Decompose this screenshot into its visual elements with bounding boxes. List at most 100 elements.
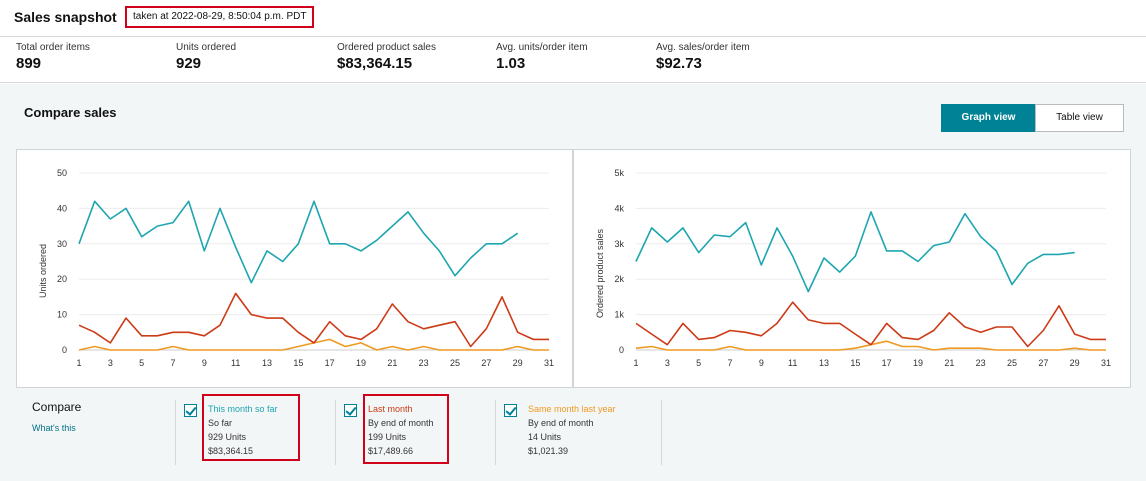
x-tick-label: 23 xyxy=(976,358,986,368)
metric-value: 899 xyxy=(16,55,42,72)
y-tick-label: 30 xyxy=(57,239,67,249)
y-tick-label: 50 xyxy=(57,168,67,178)
legend-units: 929 Units xyxy=(208,432,247,442)
x-tick-label: 11 xyxy=(231,358,240,368)
x-tick-label: 7 xyxy=(727,358,732,368)
x-tick-label: 13 xyxy=(262,358,272,368)
legend-series-name: Last month xyxy=(368,404,413,414)
legend-line: By end of month xyxy=(368,418,434,428)
series-line xyxy=(635,211,1075,293)
legend-units: 199 Units xyxy=(368,432,407,442)
series-line xyxy=(635,340,1106,351)
x-tick-label: 17 xyxy=(882,358,892,368)
x-tick-label: 3 xyxy=(665,358,670,368)
legend-divider xyxy=(175,400,176,465)
x-tick-label: 19 xyxy=(913,358,923,368)
legend-sales: $1,021.39 xyxy=(528,446,569,456)
x-tick-label: 3 xyxy=(108,358,113,368)
series-line xyxy=(78,200,519,284)
x-tick-label: 9 xyxy=(759,358,764,368)
y-tick-label: 40 xyxy=(57,203,67,213)
y-tick-label: 0 xyxy=(619,345,624,355)
y-tick-label: 1k xyxy=(614,310,624,320)
metric-avg-sales: Avg. sales/order item $92.73 xyxy=(656,42,750,74)
metric-value: 929 xyxy=(176,55,202,72)
legend-sales: $83,364.15 xyxy=(208,446,254,456)
x-tick-label: 25 xyxy=(450,358,460,368)
x-tick-label: 9 xyxy=(202,358,207,368)
legend-series-name: Same month last year xyxy=(528,404,616,414)
legend-line: So far xyxy=(208,418,233,428)
x-tick-label: 31 xyxy=(544,358,554,368)
page-title: Sales snapshot xyxy=(14,9,117,25)
y-axis-title: Units ordered xyxy=(38,243,48,298)
x-tick-label: 5 xyxy=(696,358,701,368)
same-month-checkbox[interactable] xyxy=(504,404,517,417)
legend-text: This month so far So far 929 Units $83,3… xyxy=(208,402,278,458)
x-tick-label: 19 xyxy=(356,358,366,368)
sales-chart-box: 0 1k 2k 3k 4k 5k 1 3 5 7 9 11 13 15 17 19 21 23 25 27 29 31 O… xyxy=(573,149,1131,388)
highlight-box xyxy=(202,394,300,461)
y-tick-label: 20 xyxy=(57,274,67,284)
whats-this-link[interactable]: What's this xyxy=(32,423,76,433)
metric-total-order-items: Total order items 899 xyxy=(16,42,90,74)
y-tick-label: 5k xyxy=(614,168,624,178)
metric-label: Units ordered xyxy=(176,42,237,53)
x-tick-label: 1 xyxy=(76,358,81,368)
metric-label: Avg. sales/order item xyxy=(656,42,750,53)
metric-units-ordered: Units ordered 929 xyxy=(176,42,236,74)
x-tick-label: 15 xyxy=(293,358,303,368)
metric-label: Avg. units/order item xyxy=(496,42,588,53)
table-view-button[interactable]: Table view xyxy=(1035,104,1124,132)
compare-sales-title: Compare sales xyxy=(24,105,117,120)
x-tick-label: 25 xyxy=(1007,358,1017,368)
x-tick-label: 31 xyxy=(1101,358,1111,368)
x-tick-label: 7 xyxy=(170,358,175,368)
series-line xyxy=(635,301,1106,348)
x-tick-label: 27 xyxy=(481,358,491,368)
units-chart-box: 0 10 20 30 40 50 1 3 5 7 9 11 13 15 17 19 21 23 25 27 29 31 U… xyxy=(16,149,573,388)
y-tick-label: 3k xyxy=(614,239,624,249)
this-month-checkbox[interactable] xyxy=(184,404,197,417)
legend-divider xyxy=(661,400,662,465)
metric-label: Total order items xyxy=(16,42,90,53)
metrics-row: Total order items 899 Units ordered 929 … xyxy=(0,37,1146,83)
metric-avg-units: Avg. units/order item 1.03 xyxy=(496,42,588,74)
last-month-checkbox[interactable] xyxy=(344,404,357,417)
x-tick-label: 11 xyxy=(788,358,797,368)
x-tick-label: 1 xyxy=(633,358,638,368)
legend-units: 14 Units xyxy=(528,432,562,442)
x-tick-label: 29 xyxy=(513,358,523,368)
series-line xyxy=(78,292,549,348)
metric-value: 1.03 xyxy=(496,55,526,72)
legend-divider xyxy=(335,400,336,465)
compare-panel: Compare sales Graph view Table view 0 10 2… xyxy=(0,84,1146,481)
series-line xyxy=(78,338,549,351)
highlight-box xyxy=(363,394,449,464)
graph-view-button[interactable]: Graph view xyxy=(941,104,1036,132)
metric-value: $83,364.15 xyxy=(337,55,413,72)
legend-series-name: This month so far xyxy=(208,404,278,414)
x-tick-label: 27 xyxy=(1038,358,1048,368)
legend-text: Same month last year By end of month 14 … xyxy=(528,402,616,458)
metric-value: $92.73 xyxy=(656,55,702,72)
x-tick-label: 23 xyxy=(419,358,429,368)
y-axis-title: Ordered product sales xyxy=(595,228,605,318)
x-tick-label: 13 xyxy=(819,358,829,368)
metric-label: Ordered product sales xyxy=(337,42,436,53)
y-tick-label: 10 xyxy=(57,310,67,320)
snapshot-timestamp: taken at 2022-08-29, 8:50:04 p.m. PDT xyxy=(125,6,315,28)
legend-sales: $17,489.66 xyxy=(368,446,414,456)
x-tick-label: 29 xyxy=(1070,358,1080,368)
header-bar: Sales snapshot taken at 2022-08-29, 8:50… xyxy=(0,0,1146,37)
legend-line: By end of month xyxy=(528,418,594,428)
x-tick-label: 21 xyxy=(387,358,397,368)
x-tick-label: 15 xyxy=(850,358,860,368)
metric-ordered-product-sales: Ordered product sales $83,364.15 xyxy=(337,42,436,74)
y-tick-label: 0 xyxy=(62,345,67,355)
x-tick-label: 17 xyxy=(325,358,335,368)
legend-divider xyxy=(495,400,496,465)
x-tick-label: 5 xyxy=(139,358,144,368)
